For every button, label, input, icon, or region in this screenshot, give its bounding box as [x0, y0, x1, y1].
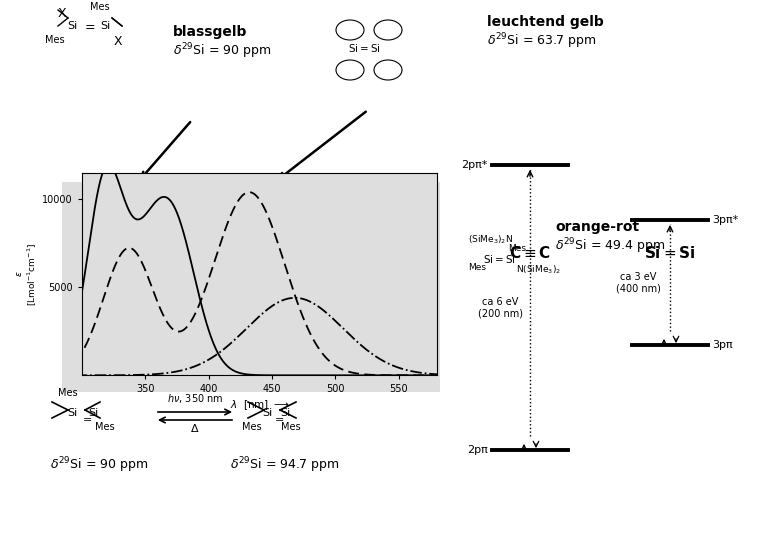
Text: Mes: Mes [90, 2, 110, 12]
Text: $\delta^{29}$Si = 90 ppm: $\delta^{29}$Si = 90 ppm [50, 455, 148, 475]
X-axis label: $\lambda$  [nm] $\longrightarrow$: $\lambda$ [nm] $\longrightarrow$ [229, 399, 289, 413]
Text: Si: Si [67, 21, 77, 31]
Text: Mes: Mes [45, 35, 65, 45]
Bar [62, 182, 440, 392]
Text: X: X [58, 7, 66, 20]
Text: $h\nu$, 350 nm: $h\nu$, 350 nm [167, 392, 223, 405]
Text: =: = [83, 415, 92, 425]
Text: Mes: Mes [508, 244, 526, 253]
Text: Mes: Mes [58, 388, 78, 398]
Text: blassgelb: blassgelb [173, 25, 247, 39]
Text: X: X [114, 35, 122, 48]
Text: =: = [85, 21, 95, 34]
Text: 3pπ*: 3pπ* [712, 215, 738, 225]
Text: ca 3 eV
(400 nm): ca 3 eV (400 nm) [615, 272, 661, 293]
Text: Mes: Mes [468, 263, 486, 272]
Text: $\delta^{29}$Si = 63.7 ppm: $\delta^{29}$Si = 63.7 ppm [487, 31, 597, 51]
Text: 2pπ: 2pπ [467, 445, 488, 455]
Text: Si: Si [262, 408, 272, 418]
Text: Si: Si [88, 408, 98, 418]
Text: 3pπ: 3pπ [712, 340, 732, 350]
Text: $\delta^{29}$Si = 49.4 ppm: $\delta^{29}$Si = 49.4 ppm [555, 236, 665, 255]
Text: Si: Si [280, 408, 290, 418]
Y-axis label: $\varepsilon$
[Lmol$^{-1}$cm$^{-1}$]: $\varepsilon$ [Lmol$^{-1}$cm$^{-1}$] [16, 242, 40, 306]
Text: 2pπ*: 2pπ* [462, 160, 488, 170]
Text: N(SiMe$_3$)$_2$: N(SiMe$_3$)$_2$ [516, 263, 561, 275]
Text: Mes: Mes [281, 422, 301, 432]
Text: ca 6 eV
(200 nm): ca 6 eV (200 nm) [477, 296, 523, 318]
Text: orange-rot: orange-rot [555, 220, 639, 234]
Text: C$\equiv$C: C$\equiv$C [509, 245, 551, 261]
Text: Si$=$Si: Si$=$Si [483, 253, 516, 265]
Text: =: = [275, 415, 284, 425]
Text: Si: Si [100, 21, 110, 31]
Text: Si: Si [67, 408, 77, 418]
Text: $\Delta$: $\Delta$ [190, 422, 200, 434]
Text: Mes: Mes [95, 422, 115, 432]
Text: $\delta^{29}$Si = 94.7 ppm: $\delta^{29}$Si = 94.7 ppm [230, 455, 339, 475]
Text: Si$=$Si: Si$=$Si [348, 42, 381, 54]
Text: leuchtend gelb: leuchtend gelb [487, 15, 604, 29]
Text: (SiMe$_3$)$_2$N: (SiMe$_3$)$_2$N [468, 233, 513, 246]
Text: $\delta^{29}$Si = 90 ppm: $\delta^{29}$Si = 90 ppm [173, 41, 271, 60]
Text: Si$=$Si: Si$=$Si [644, 245, 696, 261]
Text: Mes: Mes [242, 422, 262, 432]
